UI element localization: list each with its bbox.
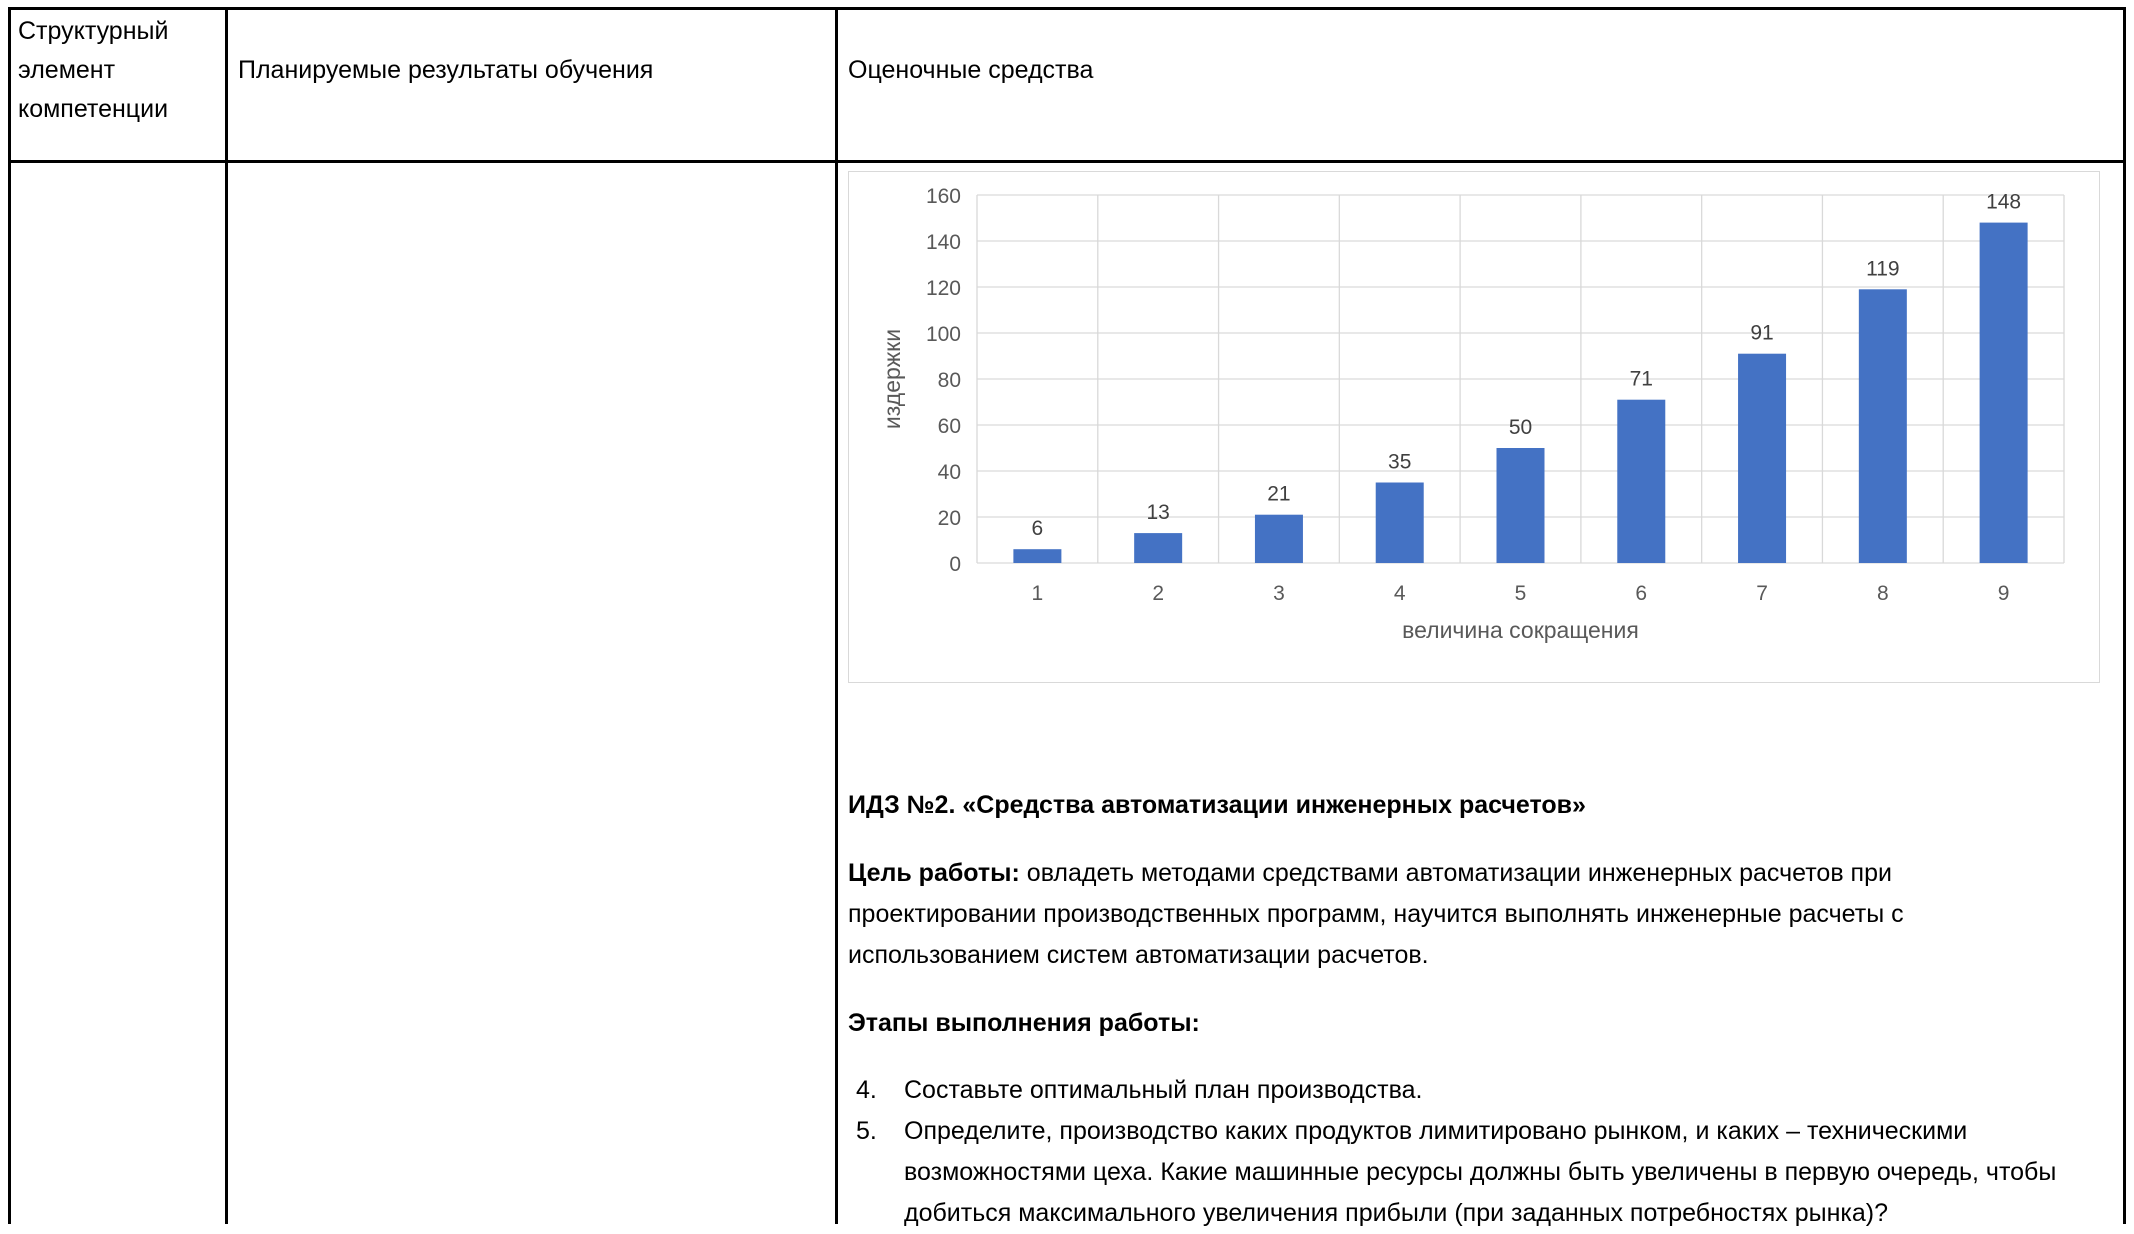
data-label: 91 (1750, 322, 1773, 345)
data-label: 71 (1630, 368, 1653, 391)
x-tick-label: 6 (1635, 582, 1647, 605)
table-right-border (2123, 8, 2126, 1224)
y-tick-label: 0 (949, 553, 961, 576)
goal-paragraph: Цель работы: овладеть методами средствам… (848, 853, 2078, 976)
x-tick-label: 4 (1394, 582, 1406, 605)
bar (1617, 399, 1666, 563)
header-assessment-tools: Оценочные средства (848, 56, 1094, 84)
x-tick-label: 8 (1877, 582, 1889, 605)
goal-text: овладеть методами средствами автоматизац… (848, 859, 1904, 969)
y-tick-label: 140 (926, 231, 961, 254)
data-label: 13 (1146, 501, 1169, 524)
bar (1858, 289, 1907, 563)
bar (1013, 549, 1062, 563)
bar (1375, 482, 1424, 563)
task-section: ИДЗ №2. «Средства автоматизации инженерн… (848, 785, 2078, 826)
x-axis-title: величина сокращения (1402, 617, 1639, 643)
y-tick-label: 20 (938, 507, 961, 530)
data-label: 21 (1267, 483, 1290, 506)
y-tick-label: 80 (938, 369, 961, 392)
step-text: Составьте оптимальный план производства. (904, 1076, 1423, 1104)
table-header-divider (8, 160, 2126, 163)
header-planned-results: Планируемые результаты обучения (238, 56, 654, 84)
header-structural-element: Структурный элемент компетенции (18, 17, 169, 123)
bar (1496, 448, 1545, 563)
data-label: 148 (1986, 191, 2021, 214)
data-label: 6 (1032, 517, 1044, 540)
step-number: 5. (856, 1117, 877, 1145)
table-column-divider-1 (225, 8, 228, 1224)
y-tick-label: 40 (938, 461, 961, 484)
list-item: 5. Определите, производство каких продук… (848, 1111, 2078, 1234)
y-tick-label: 100 (926, 323, 961, 346)
bar (1134, 533, 1183, 563)
x-tick-label: 3 (1273, 582, 1285, 605)
goal-section: Цель работы: овладеть методами средствам… (848, 853, 2078, 976)
y-axis-title: издержки (879, 329, 905, 429)
step-number: 4. (856, 1076, 877, 1104)
x-tick-label: 9 (1998, 582, 2010, 605)
data-label: 50 (1509, 416, 1532, 439)
data-label: 35 (1388, 451, 1411, 474)
goal-label: Цель работы: (848, 859, 1020, 887)
bar (1979, 222, 2028, 563)
task-title: ИДЗ №2. «Средства автоматизации инженерн… (848, 791, 1586, 819)
table-left-border (8, 8, 11, 1224)
step-text: Определите, производство каких продуктов… (904, 1117, 2057, 1227)
steps-list: 4. Составьте оптимальный план производст… (848, 1070, 2078, 1234)
table-top-border (8, 7, 2126, 10)
table-column-divider-2 (835, 8, 838, 1224)
list-item: 4. Составьте оптимальный план производст… (848, 1070, 2078, 1111)
x-tick-label: 1 (1032, 582, 1044, 605)
y-tick-label: 120 (926, 277, 961, 300)
bar (1738, 353, 1787, 563)
x-tick-label: 7 (1756, 582, 1768, 605)
bar (1254, 514, 1303, 563)
data-label: 119 (1866, 257, 1899, 280)
y-tick-label: 60 (938, 415, 961, 438)
stages-label: Этапы выполнения работы: (848, 1009, 1200, 1037)
x-tick-label: 2 (1152, 582, 1164, 605)
stages-section: Этапы выполнения работы: (848, 1003, 2078, 1044)
x-tick-label: 5 (1515, 582, 1527, 605)
y-tick-label: 160 (926, 185, 961, 208)
